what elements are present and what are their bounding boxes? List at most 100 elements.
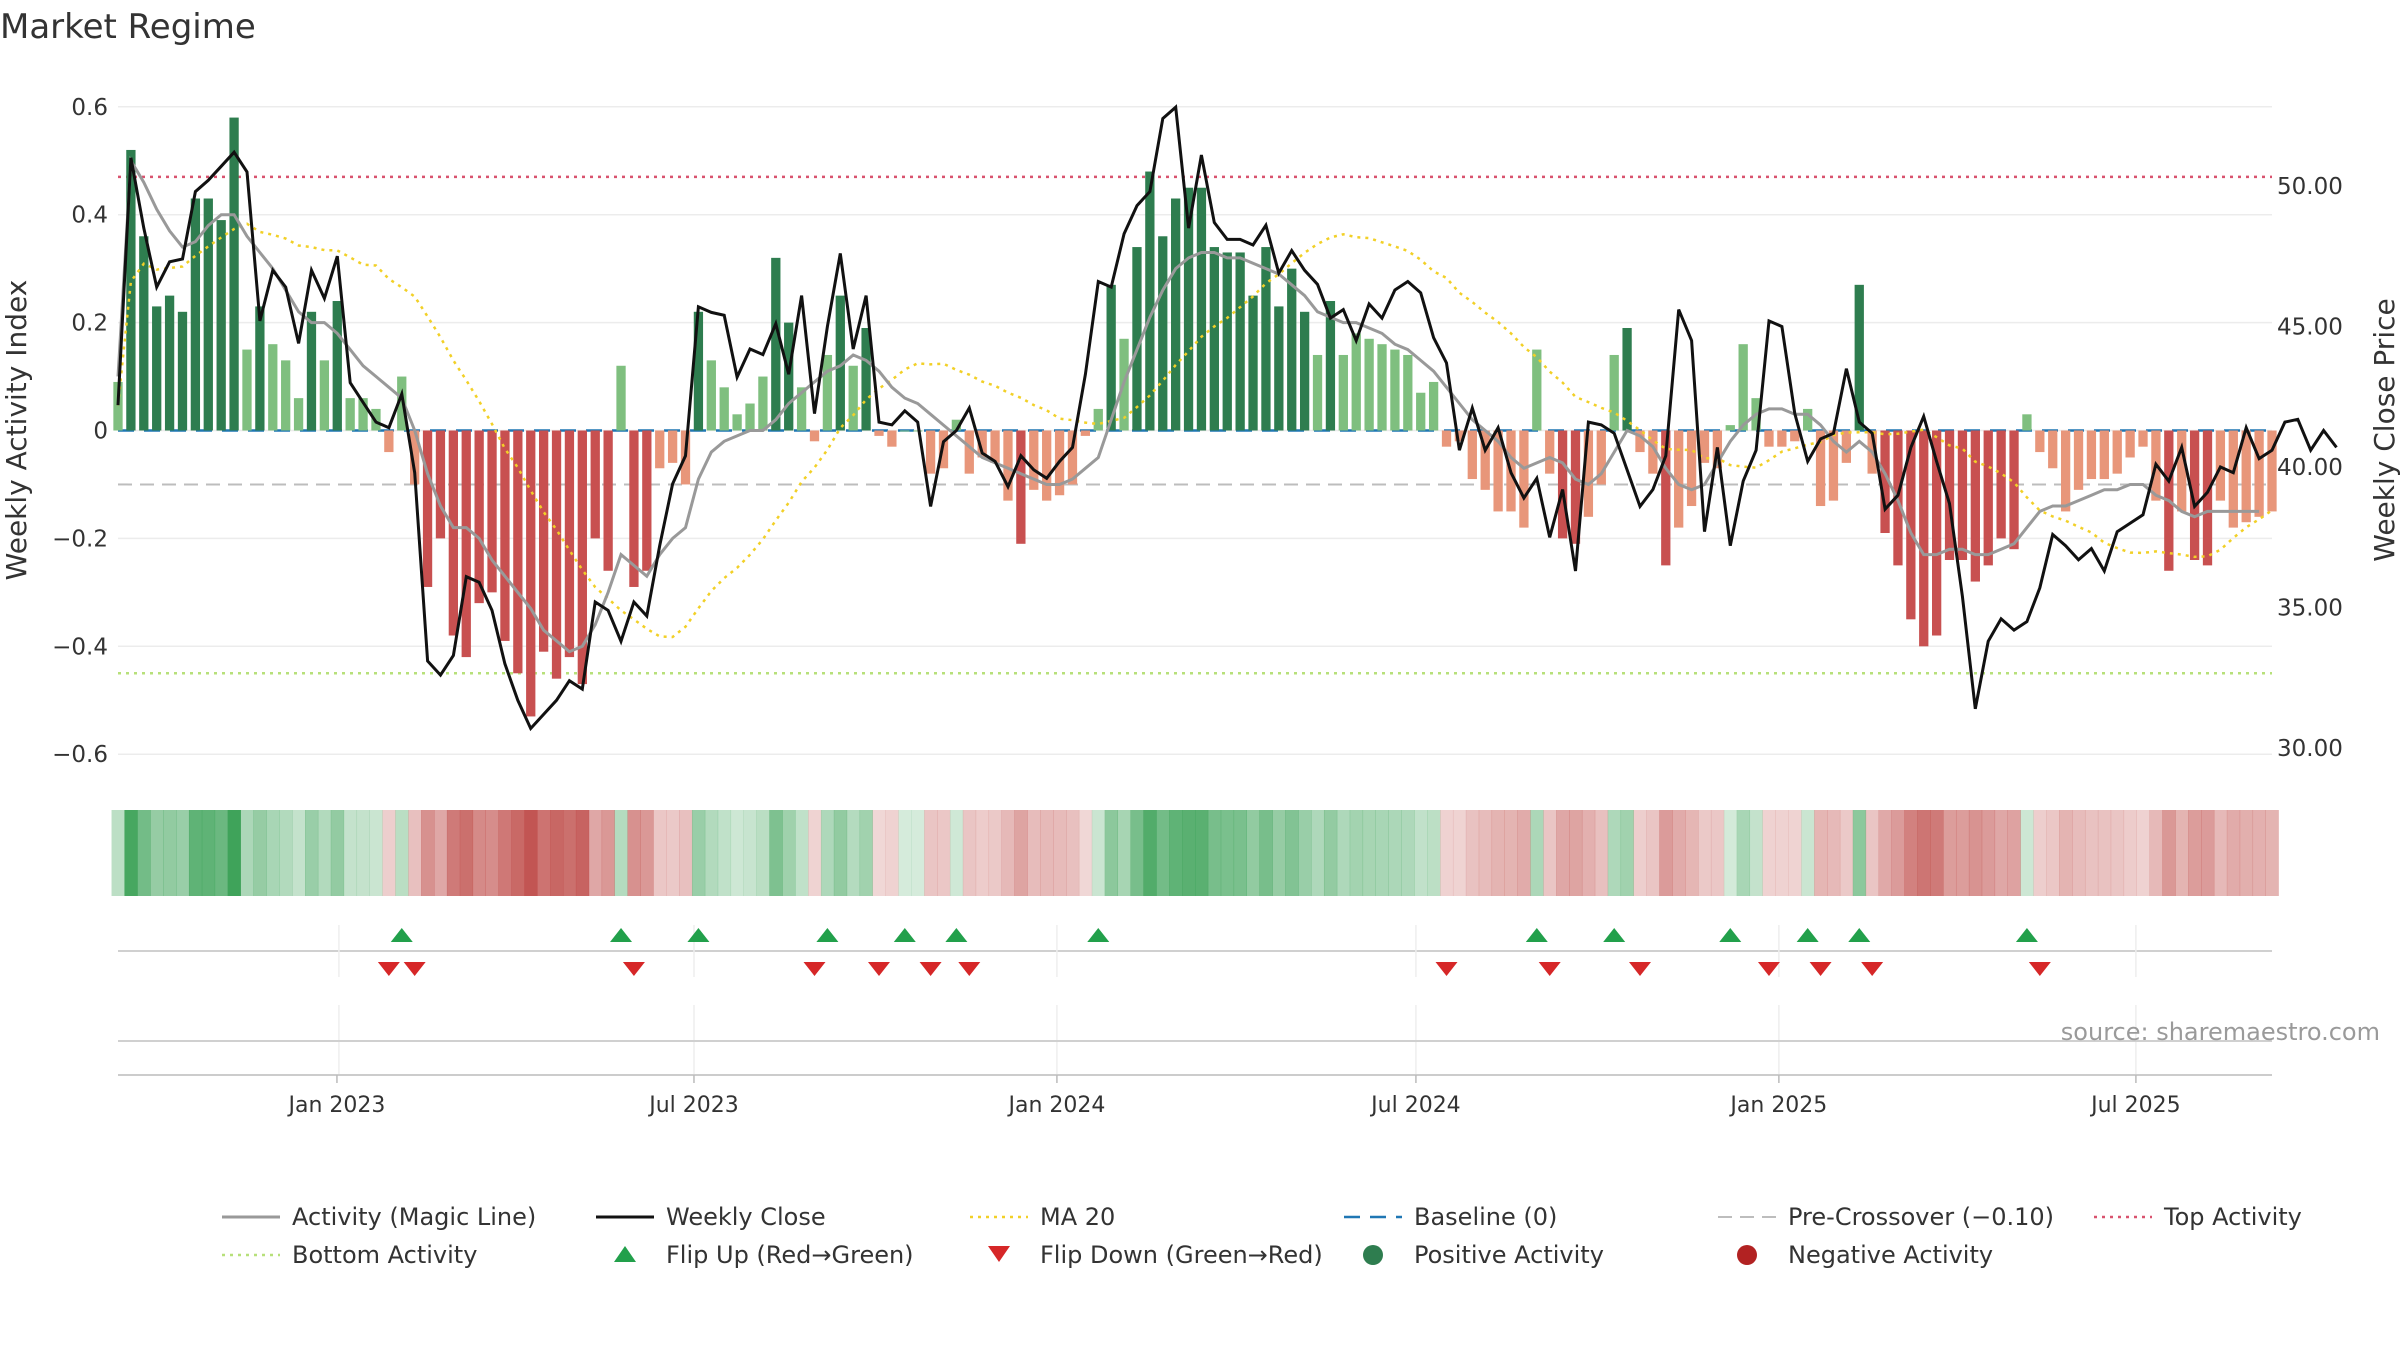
regime-cell <box>1994 810 2008 896</box>
regime-cell <box>356 810 370 896</box>
left-y-tick-label: −0.2 <box>52 526 108 552</box>
activity-bar <box>242 349 252 431</box>
activity-bar <box>732 414 742 431</box>
regime-cell <box>253 810 267 896</box>
regime-cell <box>1027 810 1041 896</box>
activity-bar <box>1145 171 1155 431</box>
activity-bar <box>1970 430 1980 582</box>
activity-bar <box>2189 430 2200 560</box>
legend-swatch <box>1737 1245 1757 1265</box>
flip-up-marker <box>1603 928 1626 942</box>
legend-label: Flip Down (Green→Red) <box>1040 1241 1323 1269</box>
regime-cell <box>1104 810 1119 896</box>
regime-cell <box>550 810 564 896</box>
regime-cell <box>730 810 744 896</box>
flip-up-marker <box>816 928 839 942</box>
regime-cell <box>1878 810 1892 896</box>
flip-up-marker <box>1848 928 1871 942</box>
source-note: source: sharemaestro.com <box>2061 1018 2380 1046</box>
right-y-tick-label: 40.00 <box>2277 455 2343 481</box>
activity-bar <box>784 322 794 431</box>
activity-bar <box>1093 408 1103 431</box>
regime-cell <box>1362 810 1376 896</box>
regime-cell <box>137 810 151 896</box>
regime-cell <box>408 810 422 896</box>
activity-bar <box>1377 344 1387 431</box>
regime-cell <box>1569 810 1583 896</box>
activity-bar <box>216 220 226 431</box>
activity-bar <box>1067 430 1078 485</box>
regime-cell <box>808 810 822 896</box>
flip-up-marker <box>1087 928 1110 942</box>
regime-cell <box>1530 810 1544 896</box>
x-tick-label: Jan 2025 <box>1728 1093 1827 1118</box>
regime-cell <box>949 810 964 896</box>
regime-cell <box>2020 810 2034 896</box>
activity-bars <box>113 117 2277 717</box>
activity-bar <box>1686 430 1697 507</box>
legend-label: Negative Activity <box>1788 1241 1993 1269</box>
regime-cell <box>1078 810 1093 896</box>
legend-label: Pre-Crossover (−0.10) <box>1788 1203 2054 1231</box>
activity-bar <box>1403 354 1413 431</box>
activity-bar <box>551 430 562 679</box>
activity-bar <box>1158 236 1168 431</box>
activity-bar <box>1557 430 1568 539</box>
activity-bar <box>1428 381 1439 431</box>
activity-bar <box>1222 252 1232 431</box>
legend-label: Baseline (0) <box>1414 1203 1557 1231</box>
activity-bar <box>1467 430 1477 480</box>
regime-cell <box>485 810 499 896</box>
regime-cell <box>1839 810 1854 896</box>
regime-cell <box>1788 810 1802 896</box>
activity-bar <box>1699 430 1710 463</box>
regime-cell <box>214 810 229 896</box>
flip-up-marker <box>390 928 413 942</box>
regime-cell <box>511 810 525 896</box>
activity-bar <box>2112 430 2122 474</box>
activity-bar <box>2048 430 2058 469</box>
flip-up-marker <box>610 928 633 942</box>
activity-bar <box>1003 430 1013 501</box>
activity-bar <box>1016 430 1026 544</box>
regime-cell <box>1749 810 1763 896</box>
activity-bar <box>758 376 768 431</box>
activity-bar <box>1325 301 1336 431</box>
regime-cell <box>343 810 358 896</box>
activity-bar <box>745 403 755 431</box>
activity-bar <box>448 430 458 636</box>
activity-bar <box>835 295 845 431</box>
regime-cell <box>1710 810 1725 896</box>
activity-bar <box>577 430 587 685</box>
flip-down-marker <box>1757 962 1780 976</box>
left-y-tick-label: −0.4 <box>52 634 108 660</box>
regime-cell <box>1633 810 1647 896</box>
regime-cell <box>1246 810 1260 896</box>
regime-cell <box>330 810 345 896</box>
activity-bar <box>1570 430 1581 544</box>
activity-bar <box>1196 187 1207 431</box>
activity-bar <box>1661 430 1671 566</box>
flip-down-marker <box>1809 962 1832 976</box>
legend-swatch <box>1363 1245 1383 1265</box>
regime-cell <box>1182 810 1196 896</box>
regime-cell <box>1401 810 1415 896</box>
regime-cell <box>1091 810 1106 896</box>
regime-cell <box>1943 810 1957 896</box>
regime-cell <box>2084 810 2099 896</box>
flip-down-marker <box>803 962 826 976</box>
activity-bar <box>319 360 330 431</box>
regime-cell <box>988 810 1002 896</box>
regime-cell <box>924 810 938 896</box>
activity-bar <box>229 117 239 431</box>
regime-cell <box>2123 810 2137 896</box>
regime-cell <box>975 810 990 896</box>
activity-bar <box>1764 430 1774 447</box>
activity-bar <box>2022 414 2032 431</box>
regime-cell <box>1685 810 1699 896</box>
activity-bar <box>1416 392 1426 431</box>
regime-cell <box>1233 810 1247 896</box>
flip-up-marker <box>687 928 710 942</box>
regime-cell <box>833 810 848 896</box>
regime-cell <box>1336 810 1351 896</box>
